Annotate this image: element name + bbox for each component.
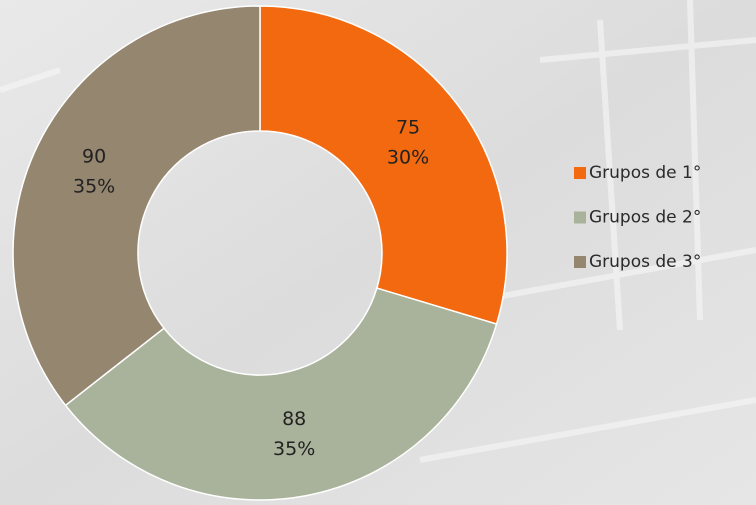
legend-label: Grupos de 3°: [589, 252, 701, 272]
slice: [12, 5, 261, 407]
legend-swatch: [574, 211, 586, 224]
legend-swatch: [574, 167, 586, 179]
percent-label: 30%: [387, 146, 429, 168]
legend: Grupos de 1° Grupos de 2° Grupos de 3°: [574, 163, 701, 272]
legend-swatch: [574, 256, 586, 268]
value-label: 90: [82, 146, 106, 168]
percent-label: 35%: [273, 438, 315, 460]
legend-label: Grupos de 2°: [589, 208, 701, 228]
slice: [64, 287, 498, 501]
legend-label: Grupos de 1°: [589, 163, 701, 183]
value-label: 88: [282, 408, 306, 430]
value-label: 75: [396, 116, 420, 138]
background-photo: [0, 0, 756, 460]
donut: 75 30% 88 35% 90 35%: [12, 5, 508, 501]
slice: [259, 5, 508, 325]
percent-label: 35%: [73, 176, 115, 198]
